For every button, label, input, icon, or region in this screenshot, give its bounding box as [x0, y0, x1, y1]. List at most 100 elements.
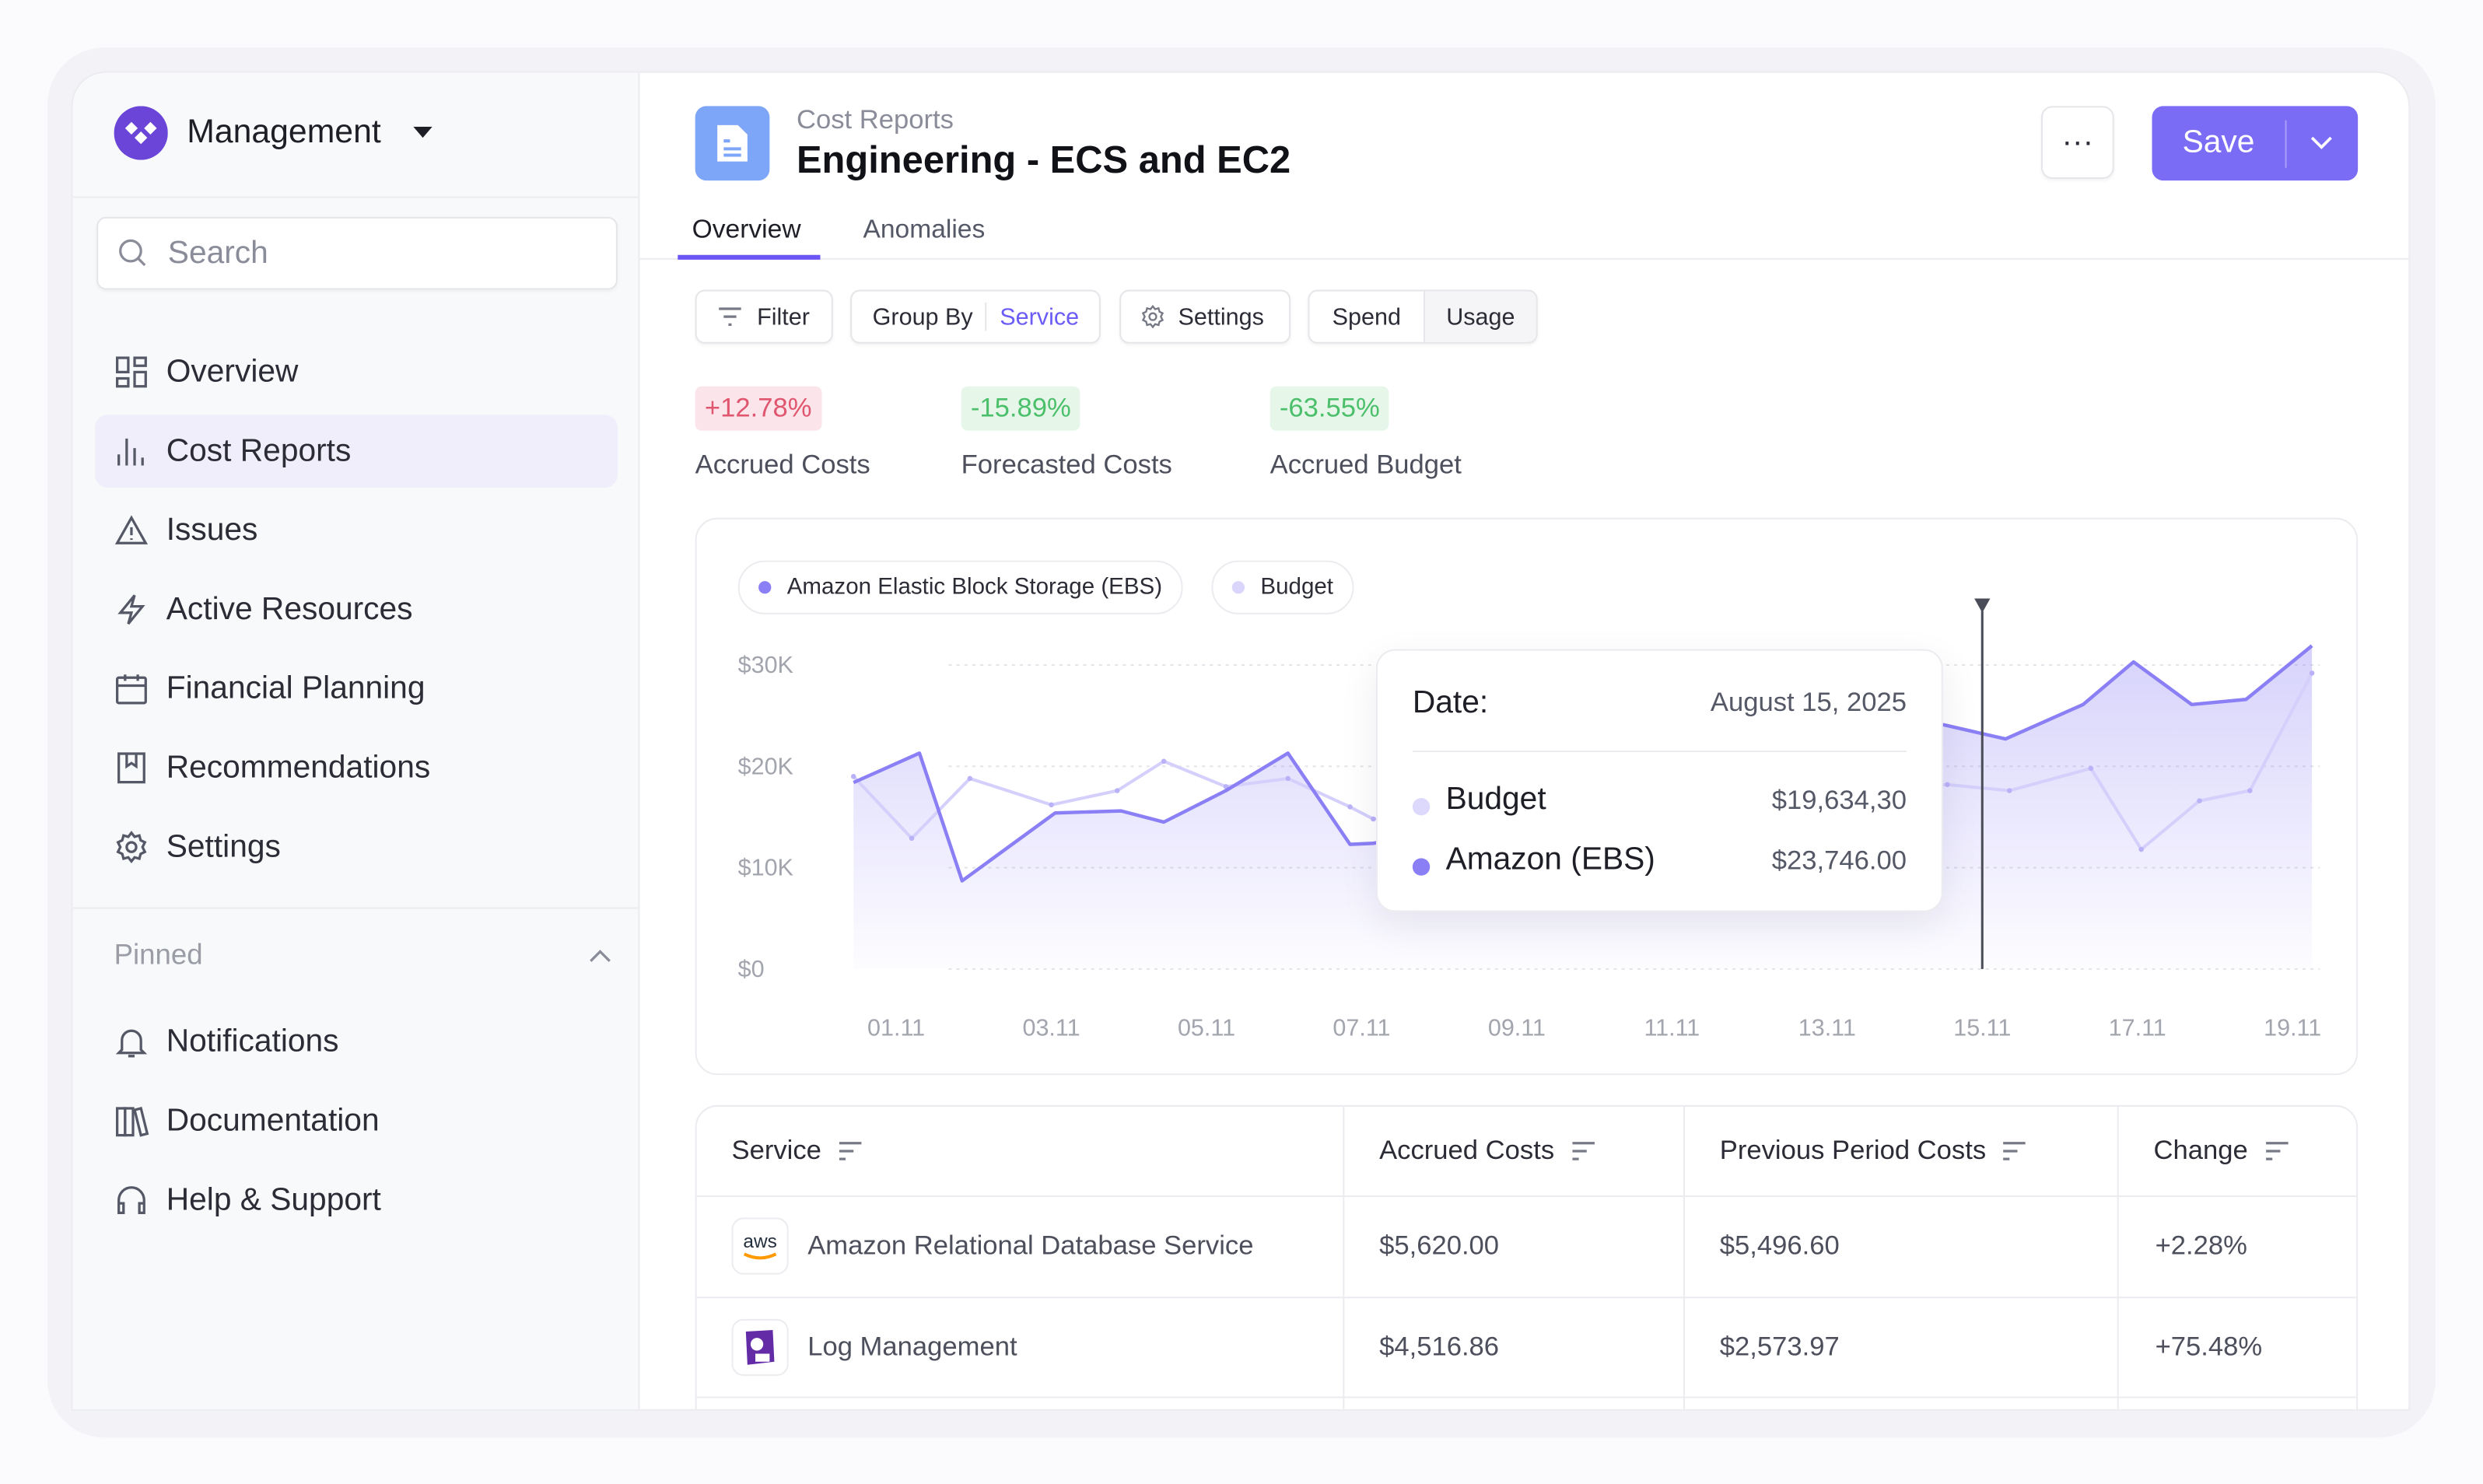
chevron-up-icon[interactable]	[589, 948, 611, 962]
sidebar-item-notifications[interactable]: Notifications	[95, 1006, 618, 1079]
sidebar-item-financial-planning[interactable]: Financial Planning	[95, 653, 618, 726]
svg-text:aws: aws	[743, 1230, 776, 1251]
column-header-label: Change	[2153, 1135, 2248, 1166]
budget-point	[1371, 816, 1376, 822]
column-header[interactable]: Accrued Costs	[1379, 1107, 1595, 1195]
datadog-logo-icon	[731, 1318, 789, 1376]
table-row[interactable]: aws Amazon Relational Database Service $5,…	[697, 1195, 2356, 1295]
column-header[interactable]: Previous Period Costs	[1720, 1107, 2027, 1195]
filter-icon	[719, 307, 741, 326]
x-tick-label: 07.11	[1333, 1014, 1390, 1041]
column-header-label: Accrued Costs	[1379, 1135, 1555, 1166]
more-icon: ···	[2061, 124, 2094, 159]
sidebar-item-active-resources[interactable]: Active Resources	[95, 573, 618, 646]
x-tick-label: 17.11	[2109, 1014, 2166, 1041]
chevron-down-icon[interactable]	[2287, 106, 2359, 180]
tooltip-ebs-label: Amazon (EBS)	[1445, 842, 1655, 877]
change-percent: +75.48%	[2155, 1331, 2263, 1361]
sidebar-item-label: Overview	[166, 353, 299, 389]
tooltip-ebs-value: $23,746.00	[1771, 845, 1907, 876]
budget-point	[1285, 775, 1291, 782]
column-header[interactable]: Change	[2154, 1107, 2289, 1195]
tab-anomalies[interactable]: Anomalies	[863, 215, 986, 244]
group-by-button[interactable]: Group By Service	[850, 289, 1101, 344]
sidebar-item-label: Recommendations	[166, 749, 431, 785]
budget-point	[850, 774, 856, 779]
sidebar-item-settings[interactable]: Settings	[95, 810, 618, 884]
tab-overview[interactable]: Overview	[692, 215, 801, 244]
forecasted-costs-change: -15.89%	[961, 386, 1081, 431]
budget-point	[2138, 846, 2144, 852]
x-tick-label: 13.11	[1798, 1014, 1856, 1041]
breadcrumb[interactable]: Cost Reports	[796, 104, 954, 135]
budget-point	[1049, 802, 1054, 808]
search-input[interactable]: Search	[96, 216, 618, 290]
gear-icon	[1141, 304, 1164, 329]
legend-item-budget[interactable]: Budget	[1211, 560, 1354, 614]
previous-cost: $2,573.97	[1719, 1331, 1840, 1361]
accrued-costs-label: Accrued Costs	[695, 450, 870, 480]
caret-down-icon	[412, 126, 432, 138]
sort-icon[interactable]	[2264, 1142, 2289, 1160]
sort-icon[interactable]	[2002, 1142, 2028, 1160]
sort-icon[interactable]	[837, 1142, 863, 1160]
tooltip-date: August 15, 2025	[1710, 687, 1907, 718]
settings-button[interactable]: Settings	[1119, 289, 1291, 344]
usage-toggle[interactable]: Usage	[1425, 291, 1536, 342]
x-tick-label: 03.11	[1022, 1014, 1080, 1041]
column-header-label: Previous Period Costs	[1719, 1135, 1987, 1166]
workspace-switcher[interactable]: Management	[114, 106, 432, 160]
save-button[interactable]: Save	[2182, 124, 2255, 160]
budget-point	[2309, 670, 2315, 676]
chart-card: Amazon Elastic Block Storage (EBS) Budge…	[695, 517, 2359, 1076]
sort-icon[interactable]	[1570, 1142, 1595, 1160]
x-tick-label: 15.11	[1953, 1014, 2011, 1041]
sidebar-item-label: Settings	[166, 828, 281, 864]
legend-label: Budget	[1260, 574, 1333, 600]
column-header-label: Service	[731, 1135, 821, 1166]
more-options-button[interactable]: ···	[2041, 106, 2114, 180]
sidebar-item-issues[interactable]: Issues	[95, 494, 618, 567]
lightning-icon	[117, 594, 145, 625]
previous-cost: $5,496.60	[1719, 1229, 1840, 1260]
spend-toggle[interactable]: Spend	[1310, 291, 1426, 342]
warning-icon	[114, 515, 149, 544]
budget-point	[909, 835, 915, 842]
sidebar: Management Search Overview Cost Reports …	[72, 72, 640, 1409]
report-doc-icon	[695, 106, 770, 181]
y-tick-label: $10K	[738, 855, 794, 881]
x-tick-label: 01.11	[867, 1014, 925, 1041]
app-window: Management Search Overview Cost Reports …	[71, 71, 2411, 1411]
cursor-marker-icon	[1974, 598, 1991, 613]
column-header[interactable]: Service	[731, 1107, 862, 1195]
headset-icon	[117, 1186, 145, 1214]
budget-point	[2006, 788, 2012, 793]
filter-button[interactable]: Filter	[695, 289, 833, 344]
spend-usage-toggle: Spend Usage	[1308, 289, 1538, 344]
books-icon	[116, 1107, 149, 1137]
y-tick-label: $0	[738, 956, 765, 982]
table-row[interactable]: Log Management $4,516.86 $2,573.97 +75.48%	[697, 1297, 2356, 1396]
settings-label: Settings	[1178, 303, 1264, 331]
bell-icon	[115, 1029, 148, 1058]
legend-item-ebs[interactable]: Amazon Elastic Block Storage (EBS)	[737, 560, 1183, 614]
legend-label: Amazon Elastic Block Storage (EBS)	[786, 574, 1163, 600]
accrued-cost: $4,516.86	[1379, 1331, 1500, 1361]
filter-label: Filter	[757, 303, 810, 331]
sidebar-item-documentation[interactable]: Documentation	[95, 1084, 618, 1157]
group-by-label: Group By	[872, 303, 973, 331]
chart-tooltip: Date: August 15, 2025 Budget $19,634,30 …	[1376, 649, 1943, 912]
change-percent: +2.28%	[2155, 1229, 2247, 1260]
workspace-name: Management	[187, 114, 381, 151]
sidebar-item-recommendations[interactable]: Recommendations	[95, 731, 618, 804]
group-by-value: Service	[1000, 303, 1080, 331]
sidebar-item-help-support[interactable]: Help & Support	[95, 1164, 618, 1237]
calendar-icon	[116, 674, 147, 705]
sidebar-item-cost-reports[interactable]: Cost Reports	[95, 415, 618, 488]
x-tick-label: 09.11	[1488, 1014, 1546, 1041]
budget-point	[1115, 788, 1120, 793]
sidebar-item-overview[interactable]: Overview	[95, 336, 618, 409]
sidebar-item-label: Issues	[166, 512, 258, 548]
x-tick-label: 19.11	[2264, 1014, 2321, 1041]
